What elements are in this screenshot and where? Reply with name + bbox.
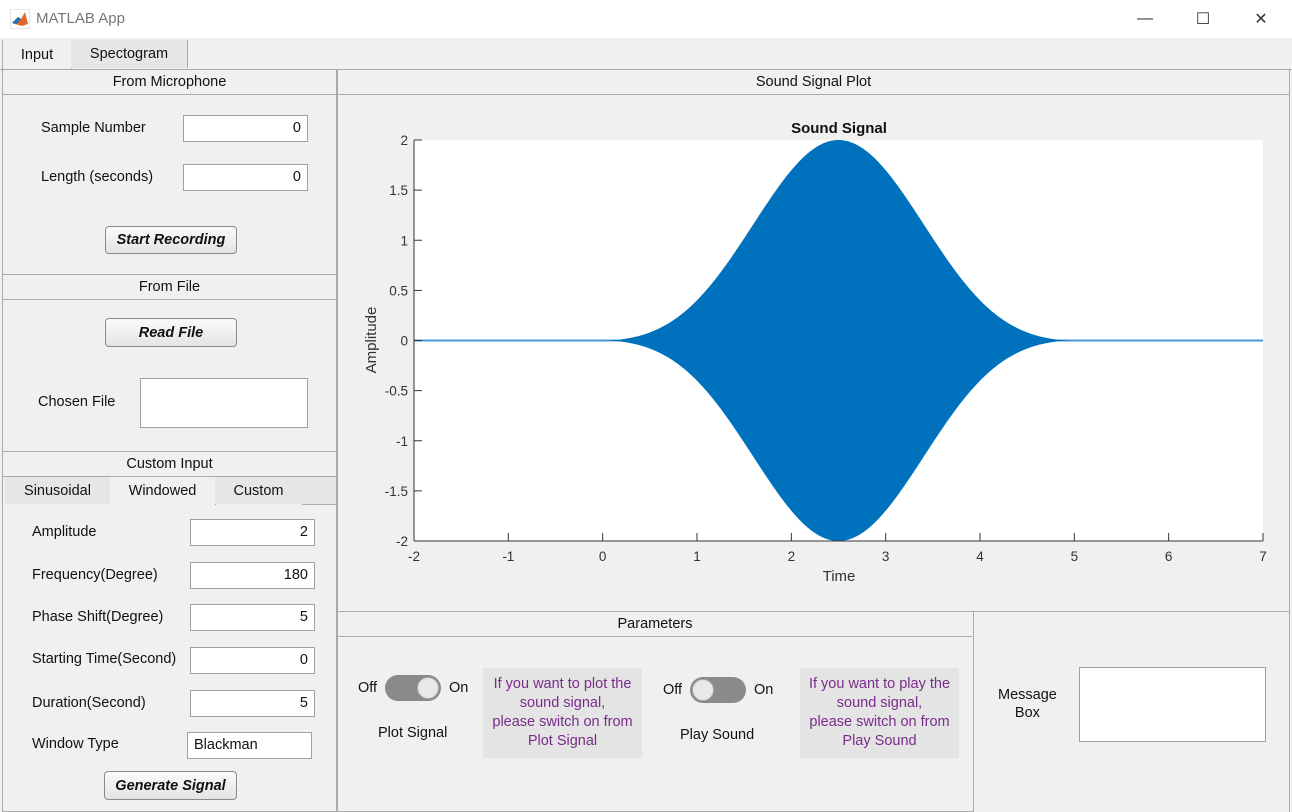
message-box-label: Message Box	[998, 686, 1057, 722]
tab-input[interactable]: Input	[2, 40, 72, 69]
x-tick-label: 2	[788, 549, 796, 564]
play-sound-label: Play Sound	[680, 727, 755, 743]
sound-signal-plot-panel: Sound Signal Plot Sound Signal -2 -1 0 1 2 3 4…	[337, 69, 1290, 612]
duration-field[interactable]: 5	[190, 690, 315, 717]
info-line: sound signal,	[519, 695, 606, 711]
x-tick-label: -1	[502, 549, 514, 564]
window-type-label: Window Type	[32, 736, 119, 752]
phase-shift-label: Phase Shift(Degree)	[32, 609, 164, 625]
y-tick-label: 2	[400, 133, 408, 148]
play-off-label: Off	[663, 682, 683, 698]
amplitude-field[interactable]: 2	[190, 519, 315, 546]
info-line: Play Sound	[842, 733, 917, 749]
panel-title: From Microphone	[3, 70, 336, 95]
maximize-button[interactable]: ☐	[1174, 0, 1232, 38]
sound-signal-chart: Sound Signal -2 -1 0 1 2 3 4 5 6 7 2 1.5 1 0.5 0 -0.5 -1…	[363, 120, 1267, 585]
from-file-panel: From File Read File Chosen File	[2, 274, 337, 452]
starting-time-field[interactable]: 0	[190, 647, 315, 674]
label-line: Message	[998, 687, 1057, 703]
matlab-logo-icon	[10, 9, 30, 29]
duration-label: Duration(Second)	[32, 695, 146, 711]
plot-signal-switch[interactable]	[385, 675, 441, 701]
window-type-field[interactable]: Blackman	[187, 732, 312, 759]
close-icon: ✕	[1254, 11, 1268, 28]
y-tick-label: 0.5	[389, 283, 408, 298]
info-line: please switch on from	[809, 714, 950, 730]
x-axis-label: Time	[823, 568, 856, 585]
panel-title: Parameters	[338, 612, 972, 637]
tab-custom[interactable]: Custom	[215, 477, 303, 504]
x-tick-label: 5	[1071, 549, 1079, 564]
frequency-field[interactable]: 180	[190, 562, 315, 589]
subtab-filler	[302, 477, 336, 505]
y-axis-label: Amplitude	[363, 307, 380, 374]
plot-off-label: Off	[358, 680, 378, 696]
starting-time-label: Starting Time(Second)	[32, 651, 177, 667]
play-info-text: If you want to play the sound signal, pl…	[800, 668, 959, 758]
x-tick-label: 3	[882, 549, 890, 564]
y-tick-label: 1.5	[389, 183, 408, 198]
tab-spectogram[interactable]: Spectogram	[71, 40, 188, 68]
y-tick-label: 0	[400, 334, 408, 349]
chosen-file-label: Chosen File	[38, 394, 116, 410]
x-tick-label: 0	[599, 549, 607, 564]
plot-on-label: On	[449, 680, 469, 696]
play-on-label: On	[754, 682, 774, 698]
y-tick-label: -1	[396, 434, 408, 449]
message-box-field[interactable]	[1079, 667, 1266, 742]
tab-windowed[interactable]: Windowed	[110, 477, 216, 505]
info-line: If you want to play the	[808, 676, 951, 692]
y-tick-label: -2	[396, 534, 408, 549]
play-sound-switch[interactable]	[690, 677, 746, 703]
x-tick-label: -2	[408, 549, 420, 564]
info-line: sound signal,	[836, 695, 923, 711]
start-recording-button[interactable]: Start Recording	[105, 226, 237, 254]
generate-signal-button[interactable]: Generate Signal	[104, 771, 237, 800]
amplitude-label: Amplitude	[32, 524, 97, 540]
waveform	[414, 140, 1263, 541]
read-file-button[interactable]: Read File	[105, 318, 237, 347]
chart-title: Sound Signal	[791, 120, 887, 137]
custom-input-panel: Custom Input Sinusoidal Windowed Custom …	[2, 451, 337, 812]
sample-number-label: Sample Number	[41, 120, 146, 136]
x-tick-label: 7	[1259, 549, 1267, 564]
chosen-file-field[interactable]	[140, 378, 308, 428]
main-tab-strip	[0, 39, 1292, 70]
switch-knob	[417, 677, 439, 699]
minimize-button[interactable]: —	[1116, 0, 1174, 38]
axes: -2 -1 0 1 2 3 4 5 6 7 2 1.5 1 0.5 0 -0.5 -1 -1.5 -2	[385, 133, 1267, 564]
minimize-icon: —	[1137, 10, 1153, 27]
maximize-icon: ☐	[1195, 11, 1211, 28]
panel-title: From File	[3, 275, 336, 300]
y-tick-label: -0.5	[385, 384, 408, 399]
info-line: Plot Signal	[527, 733, 598, 749]
x-tick-label: 4	[976, 549, 984, 564]
info-line: If you want to plot the	[493, 676, 632, 692]
switch-knob	[692, 679, 714, 701]
y-tick-label: -1.5	[385, 484, 408, 499]
info-line: please switch on from	[492, 714, 633, 730]
length-seconds-field[interactable]: 0	[183, 164, 308, 191]
panel-title: Custom Input	[3, 452, 336, 477]
length-seconds-label: Length (seconds)	[41, 169, 154, 185]
parameters-panel: Parameters Off On Plot Signal If you wan…	[337, 611, 973, 812]
panel-title: Sound Signal Plot	[338, 70, 1289, 95]
from-microphone-panel: From Microphone Sample Number 0 Length (…	[2, 69, 337, 275]
message-area: Message Box	[973, 611, 1290, 812]
window-title: MATLAB App	[36, 10, 125, 27]
plot-info-text: If you want to plot the sound signal, pl…	[483, 668, 642, 758]
frequency-label: Frequency(Degree)	[32, 567, 158, 583]
tab-sinusoidal[interactable]: Sinusoidal	[5, 477, 111, 504]
signal-envelope	[602, 140, 1075, 541]
sample-number-field[interactable]: 0	[183, 115, 308, 142]
x-tick-label: 6	[1165, 549, 1173, 564]
x-tick-label: 1	[693, 549, 701, 564]
phase-shift-field[interactable]: 5	[190, 604, 315, 631]
y-tick-label: 1	[400, 233, 408, 248]
label-line: Box	[1014, 705, 1040, 721]
close-button[interactable]: ✕	[1232, 0, 1290, 38]
plot-signal-label: Plot Signal	[378, 725, 448, 741]
title-bar: MATLAB App — ☐ ✕	[0, 0, 1292, 38]
